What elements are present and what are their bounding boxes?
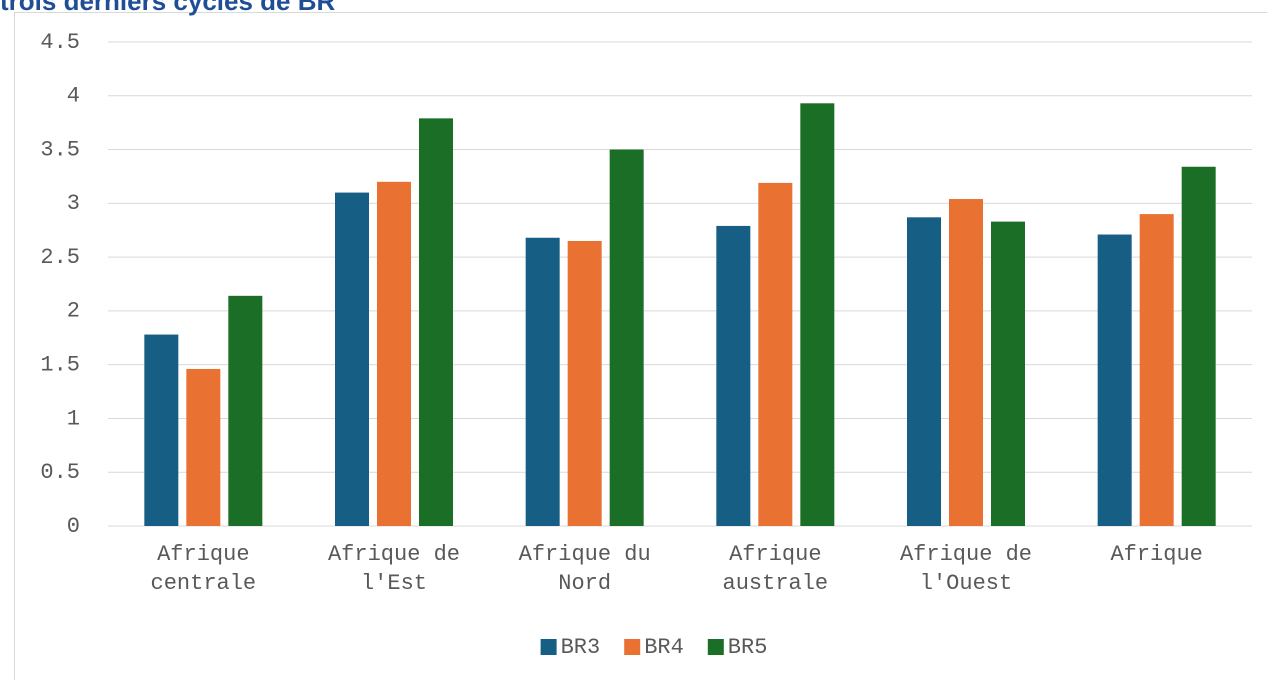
bar	[609, 149, 644, 527]
bar	[335, 192, 369, 527]
y-tick-label: 0	[67, 514, 80, 539]
bar	[377, 181, 411, 527]
legend-swatch	[624, 639, 641, 655]
bar	[907, 217, 941, 526]
x-tick-label: Afrique centrale	[150, 542, 257, 596]
bar	[186, 368, 221, 526]
bar	[144, 334, 179, 526]
y-tick-label: 4.5	[40, 30, 80, 55]
bar	[525, 237, 560, 527]
x-tick-label: Afrique du Nord	[518, 542, 651, 596]
y-tick-label: 1.5	[40, 352, 80, 377]
y-tick-label: 4	[67, 84, 80, 109]
y-tick-label: 1	[67, 406, 80, 431]
legend-swatch	[540, 639, 557, 655]
x-tick-label: Afrique de l'Est	[327, 542, 461, 596]
bar	[567, 240, 602, 526]
x-tick-label: Afrique	[1110, 542, 1203, 567]
bar	[716, 225, 751, 527]
y-tick-label: 2.5	[40, 245, 80, 270]
bar	[949, 199, 983, 526]
legend-swatch	[707, 639, 724, 655]
chart-title: trois derniers cycles de BR	[0, 0, 336, 16]
bar	[758, 182, 793, 527]
y-tick-label: 3	[67, 191, 80, 216]
bar	[1139, 214, 1174, 527]
x-tick-label: Afrique de l'Ouest	[899, 542, 1033, 596]
y-tick-label: 0.5	[40, 460, 80, 485]
bar	[1097, 234, 1132, 526]
bar	[1181, 166, 1216, 526]
bar	[228, 295, 263, 526]
y-tick-label: 3.5	[40, 137, 80, 162]
chart-frame	[14, 12, 1267, 680]
legend-label: BR5	[728, 635, 768, 660]
bar	[800, 103, 835, 526]
legend-label: BR4	[644, 635, 684, 660]
y-tick-label: 2	[67, 299, 80, 324]
bar	[991, 221, 1025, 526]
legend-label: BR3	[561, 635, 601, 660]
bar	[419, 118, 453, 526]
x-tick-label: Afrique australe	[722, 542, 829, 596]
